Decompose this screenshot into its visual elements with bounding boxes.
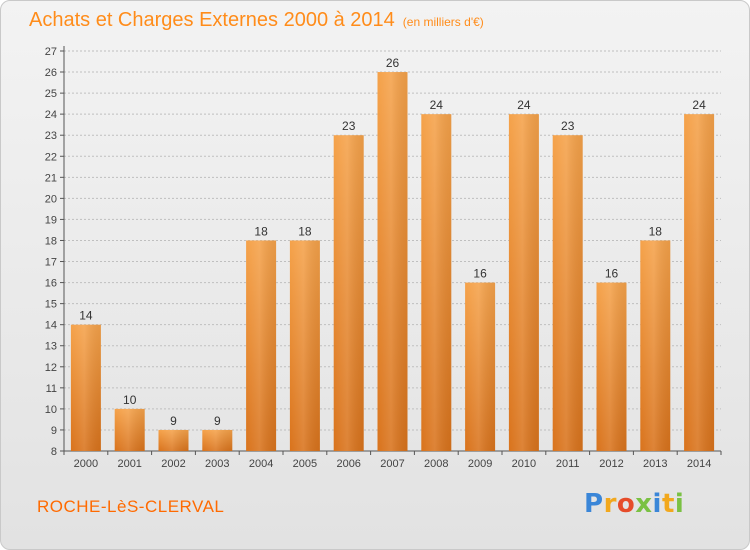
x-tick-label-2013: 2013 bbox=[643, 458, 667, 470]
x-tick-label-2012: 2012 bbox=[599, 458, 623, 470]
bar-shine-2008 bbox=[421, 114, 452, 451]
x-tick-label-2014: 2014 bbox=[687, 458, 711, 470]
chart-unit: (en milliers d'€) bbox=[402, 15, 484, 29]
data-label-2007: 26 bbox=[386, 56, 400, 70]
x-tick-label-2010: 2010 bbox=[512, 458, 536, 470]
bar-shine-2006 bbox=[333, 135, 364, 452]
x-tick-label-2008: 2008 bbox=[424, 458, 448, 470]
x-tick-label-2006: 2006 bbox=[336, 458, 360, 470]
bar-shine-2012 bbox=[596, 282, 627, 451]
x-tick-label-2000: 2000 bbox=[74, 458, 98, 470]
data-label-2013: 18 bbox=[649, 224, 663, 238]
x-tick-label-2004: 2004 bbox=[249, 458, 273, 470]
proxiti-logo: Proxiti bbox=[584, 489, 685, 519]
commune-name: ROCHE-LèS-CLERVAL bbox=[37, 497, 225, 516]
y-tick-label: 9 bbox=[51, 425, 57, 437]
y-tick-label: 8 bbox=[51, 446, 57, 458]
y-tick-label: 21 bbox=[45, 172, 57, 184]
data-label-2002: 9 bbox=[170, 414, 177, 428]
y-tick-label: 12 bbox=[45, 362, 57, 374]
chart-title: Achats et Charges Externes 2000 à 2014 (e… bbox=[29, 9, 484, 32]
bar-shine-2014 bbox=[684, 114, 715, 451]
bar-shine-2001 bbox=[114, 408, 145, 451]
x-tick-label-2007: 2007 bbox=[380, 458, 404, 470]
x-tick-label-2005: 2005 bbox=[293, 458, 317, 470]
y-tick-label: 19 bbox=[45, 214, 57, 226]
y-tick-label: 26 bbox=[45, 67, 57, 79]
y-tick-label: 13 bbox=[45, 341, 57, 353]
data-label-2005: 18 bbox=[298, 224, 312, 238]
bar-shine-2000 bbox=[70, 324, 101, 451]
bar-shine-2007 bbox=[377, 72, 408, 451]
y-tick-label: 11 bbox=[46, 383, 57, 395]
bar-shine-2013 bbox=[640, 240, 671, 451]
y-tick-label: 24 bbox=[45, 109, 57, 121]
y-tick-label: 20 bbox=[45, 193, 57, 205]
data-label-2006: 23 bbox=[342, 119, 356, 133]
y-tick-label: 15 bbox=[45, 299, 57, 311]
y-tick-label: 10 bbox=[45, 404, 57, 416]
data-label-2009: 16 bbox=[473, 267, 487, 281]
data-label-2004: 18 bbox=[254, 224, 268, 238]
x-tick-label-2003: 2003 bbox=[205, 458, 229, 470]
bars bbox=[70, 72, 715, 452]
data-label-2011: 23 bbox=[561, 119, 575, 133]
y-tick-label: 25 bbox=[45, 88, 57, 100]
data-label-2012: 16 bbox=[605, 267, 619, 281]
axes: 8 9 10 11 12 13 14 15 16 17 18 19 20 21 22 23 24 25 26 27 20… bbox=[45, 46, 722, 470]
data-label-2014: 24 bbox=[692, 98, 706, 112]
data-label-2001: 10 bbox=[123, 393, 137, 407]
data-label-2000: 14 bbox=[79, 309, 93, 323]
y-tick-label: 14 bbox=[45, 320, 57, 332]
x-tick-label-2001: 2001 bbox=[117, 458, 141, 470]
data-label-2010: 24 bbox=[517, 98, 531, 112]
bar-shine-2010 bbox=[508, 114, 539, 451]
bar-shine-2003 bbox=[202, 429, 233, 451]
y-tick-label: 23 bbox=[45, 130, 57, 142]
data-labels: 14 10 9 9 18 18 23 26 24 16 24 23 16 18 24 bbox=[79, 56, 706, 428]
bar-shine-2009 bbox=[465, 282, 496, 451]
y-tick-label: 16 bbox=[45, 278, 57, 290]
bar-shine-2004 bbox=[246, 240, 277, 451]
bar-shine-2011 bbox=[552, 135, 583, 452]
data-label-2003: 9 bbox=[214, 414, 221, 428]
x-tick-label-2002: 2002 bbox=[161, 458, 185, 470]
y-tick-label: 22 bbox=[45, 151, 57, 163]
x-tick-label-2009: 2009 bbox=[468, 458, 492, 470]
bar-shine-2005 bbox=[289, 240, 320, 451]
bar-shine-2002 bbox=[158, 429, 189, 451]
y-tick-label: 27 bbox=[45, 46, 57, 58]
chart-title-text: Achats et Charges Externes 2000 à 2014 bbox=[29, 9, 395, 31]
data-label-2008: 24 bbox=[430, 98, 444, 112]
x-tick-label-2011: 2011 bbox=[556, 458, 580, 470]
y-tick-label: 18 bbox=[45, 235, 57, 247]
y-tick-label: 17 bbox=[45, 257, 57, 269]
